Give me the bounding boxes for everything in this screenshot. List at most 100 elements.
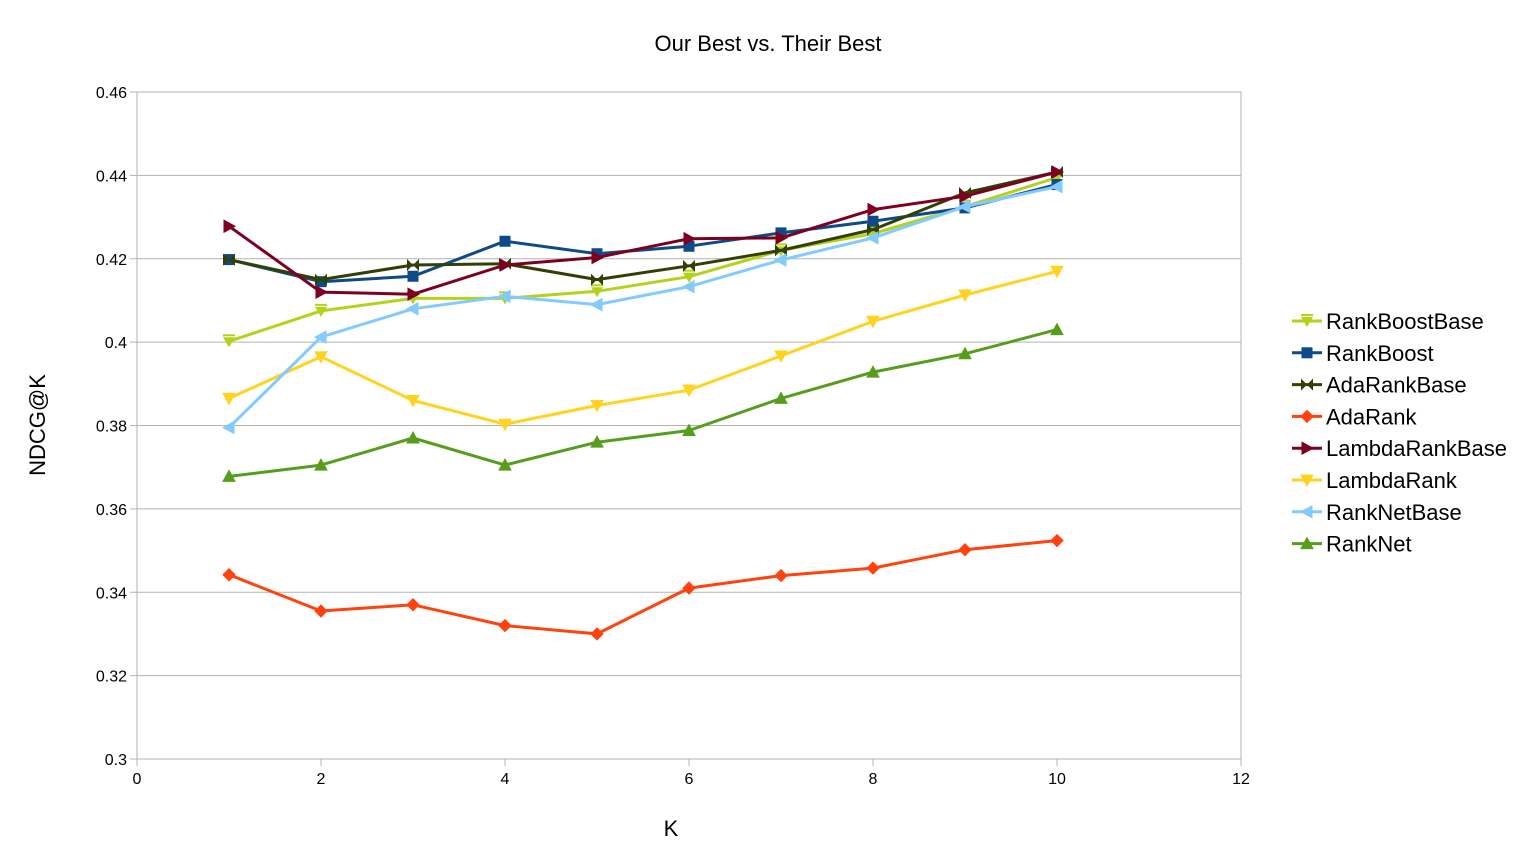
data-point bbox=[1050, 533, 1064, 548]
data-point bbox=[1300, 474, 1314, 488]
legend-label: AdaRank bbox=[1326, 404, 1418, 429]
data-point bbox=[222, 392, 236, 406]
legend-label: RankNet bbox=[1326, 532, 1412, 557]
data-point bbox=[591, 250, 605, 265]
series-line bbox=[228, 176, 1058, 343]
series-line bbox=[228, 539, 1058, 636]
data-point bbox=[683, 269, 695, 283]
y-tick-label: 0.42 bbox=[96, 252, 127, 269]
series-LambdaRank bbox=[222, 265, 1064, 432]
series-LambdaRankBase bbox=[223, 165, 1065, 302]
data-point bbox=[406, 394, 420, 408]
series-line bbox=[227, 185, 1058, 429]
x-tick-label: 8 bbox=[869, 771, 878, 788]
series-AdaRank bbox=[222, 533, 1064, 641]
data-point bbox=[1301, 441, 1315, 456]
data-point bbox=[682, 423, 696, 437]
legend-item: RankBoost bbox=[1292, 341, 1434, 366]
series-RankNet bbox=[222, 322, 1064, 482]
data-point bbox=[682, 384, 696, 398]
data-point bbox=[958, 289, 972, 303]
data-point bbox=[1301, 314, 1313, 327]
x-axis-title: K bbox=[664, 816, 679, 841]
x-tick-label: 2 bbox=[317, 771, 326, 788]
data-point bbox=[775, 244, 787, 257]
data-point bbox=[222, 568, 236, 582]
y-tick-label: 0.34 bbox=[96, 585, 127, 602]
y-tick-label: 0.38 bbox=[96, 419, 127, 436]
data-point bbox=[1050, 322, 1064, 336]
data-point bbox=[407, 259, 419, 272]
data-point bbox=[405, 301, 419, 316]
data-point bbox=[590, 627, 604, 641]
data-point bbox=[407, 270, 419, 282]
legend-item: AdaRank bbox=[1292, 404, 1418, 429]
data-point bbox=[406, 598, 420, 612]
series-line bbox=[228, 170, 1058, 282]
y-tick-label: 0.46 bbox=[96, 85, 127, 102]
data-point bbox=[958, 543, 972, 557]
data-point bbox=[866, 315, 880, 329]
data-point bbox=[222, 469, 236, 482]
legend-item: LambdaRankBase bbox=[1292, 436, 1507, 461]
data-point bbox=[315, 303, 327, 317]
data-point bbox=[498, 418, 512, 432]
data-point bbox=[314, 458, 328, 471]
data-point bbox=[315, 273, 327, 286]
data-point bbox=[683, 231, 697, 246]
data-point bbox=[866, 365, 880, 378]
x-tick-label: 4 bbox=[501, 771, 510, 788]
data-point bbox=[774, 350, 788, 363]
data-point bbox=[682, 581, 696, 595]
y-tick-label: 0.44 bbox=[96, 168, 127, 185]
series-AdaRankBase bbox=[223, 166, 1063, 286]
data-point bbox=[315, 285, 329, 299]
data-point bbox=[867, 215, 879, 227]
legend-item: RankBoostBase bbox=[1292, 309, 1484, 334]
series-RankBoostBase bbox=[223, 170, 1063, 348]
series-RankNetBase bbox=[221, 179, 1063, 435]
legend-item: LambdaRank bbox=[1292, 468, 1458, 493]
data-point bbox=[589, 297, 603, 312]
data-point bbox=[406, 430, 420, 444]
legend-label: LambdaRank bbox=[1326, 468, 1458, 493]
data-point bbox=[774, 568, 788, 583]
legend-label: RankBoost bbox=[1326, 341, 1434, 366]
y-tick-label: 0.36 bbox=[96, 502, 127, 519]
data-point bbox=[498, 618, 512, 633]
data-point bbox=[497, 289, 511, 304]
x-axis-ticks: 0 2 4 6 8 10 12 bbox=[133, 759, 1250, 788]
x-tick-label: 6 bbox=[685, 771, 694, 788]
data-point bbox=[221, 420, 235, 435]
legend-item: AdaRankBase bbox=[1292, 373, 1467, 398]
series-group bbox=[221, 165, 1065, 641]
data-point bbox=[223, 253, 235, 266]
x-tick-label: 0 bbox=[133, 771, 142, 788]
y-tick-label: 0.32 bbox=[96, 669, 127, 686]
y-tick-label: 0.3 bbox=[105, 752, 127, 769]
series-line bbox=[228, 170, 1058, 296]
x-tick-label: 10 bbox=[1048, 771, 1066, 788]
data-point bbox=[1301, 347, 1313, 359]
data-point bbox=[498, 458, 512, 471]
x-tick-label: 12 bbox=[1232, 771, 1250, 788]
data-point bbox=[591, 284, 603, 298]
y-tick-label: 0.4 bbox=[105, 335, 127, 352]
data-point bbox=[958, 346, 972, 360]
data-point bbox=[1300, 536, 1314, 550]
y-axis-title: NDCG@K bbox=[25, 374, 50, 476]
legend-label: RankNetBase bbox=[1326, 500, 1462, 525]
data-point bbox=[499, 235, 511, 247]
data-point bbox=[957, 199, 971, 214]
data-point bbox=[1301, 378, 1313, 391]
series-line bbox=[228, 269, 1058, 426]
legend-label: LambdaRankBase bbox=[1326, 436, 1507, 461]
data-point bbox=[683, 259, 695, 272]
data-point bbox=[681, 279, 695, 294]
series-RankBoost bbox=[223, 179, 1063, 288]
series-line bbox=[228, 328, 1058, 478]
data-point bbox=[499, 258, 513, 272]
data-point bbox=[773, 253, 787, 267]
data-point bbox=[959, 189, 973, 204]
